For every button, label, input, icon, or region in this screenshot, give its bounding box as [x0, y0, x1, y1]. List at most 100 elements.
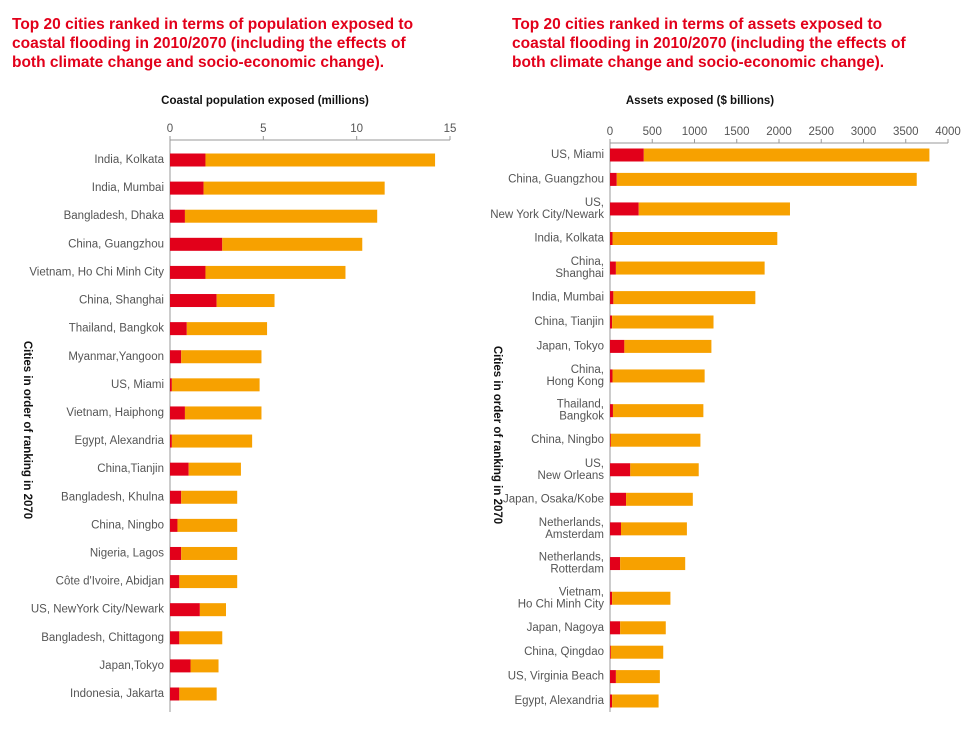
category-label: US, Miami	[551, 149, 604, 161]
bar-segment	[610, 148, 644, 162]
bar-segment	[610, 369, 613, 383]
category-label: New York City/Newark	[490, 209, 604, 221]
x-tick-label: 1000	[682, 126, 708, 138]
bar-segment	[186, 322, 268, 336]
bar-segment	[170, 350, 182, 364]
category-label: China,Tianjin	[97, 463, 164, 475]
bar-segment	[626, 492, 693, 506]
bar-segment	[610, 404, 613, 418]
category-label: Shanghai	[555, 268, 604, 280]
bar-segment	[612, 369, 705, 383]
bar-segment	[188, 462, 241, 476]
bar-segment	[179, 575, 238, 589]
bar-segment	[610, 670, 616, 684]
bar-segment	[170, 237, 223, 251]
x-tick-label: 3500	[893, 126, 919, 138]
chart-title: Top 20 cities ranked in terms of assets …	[512, 16, 882, 33]
y-axis-title: Cities in order of ranking in 2070	[491, 346, 503, 524]
category-label: China,	[571, 364, 604, 376]
category-label: US,	[585, 458, 604, 470]
bar-segment	[170, 322, 187, 336]
bar-segment	[612, 694, 659, 708]
category-label: Netherlands,	[539, 552, 604, 564]
bar-segment	[170, 434, 172, 448]
chart: Top 20 cities ranked in terms of assets …	[490, 16, 961, 712]
bar-segment	[616, 172, 917, 186]
category-label: Bangladesh, Dhaka	[64, 210, 165, 222]
category-label: Japan, Osaka/Kobe	[503, 493, 604, 505]
bar-segment	[610, 339, 625, 353]
category-label: US, Miami	[111, 379, 164, 391]
category-label: Rotterdam	[550, 564, 604, 576]
bar-segment	[171, 378, 260, 392]
bar-segment	[612, 404, 704, 418]
x-tick-label: 2000	[766, 126, 792, 138]
bar-segment	[612, 315, 714, 329]
x-axis-title: Coastal population exposed (millions)	[161, 95, 369, 107]
bar-segment	[170, 209, 185, 223]
x-tick-label: 2500	[808, 126, 834, 138]
x-tick-label: 3000	[851, 126, 877, 138]
bar-segment	[216, 294, 275, 308]
bar-segment	[610, 463, 631, 477]
bar-segment	[199, 603, 226, 617]
category-label: Indonesia, Jakarta	[70, 688, 165, 700]
bar-segment	[638, 202, 790, 216]
bar-segment	[177, 518, 238, 532]
bar-segment	[610, 261, 616, 275]
bar-segment	[615, 670, 660, 684]
bar-segment	[610, 694, 613, 708]
bar-segment	[620, 621, 666, 635]
category-label: Vietnam, Ho Chi Minh City	[29, 266, 164, 278]
category-label: US,	[585, 197, 604, 209]
category-label: China, Tianjin	[534, 316, 604, 328]
chart-title: both climate change and socio-economic c…	[512, 54, 884, 71]
bar-segment	[170, 294, 217, 308]
bar-segment	[184, 209, 378, 223]
bar-segment	[190, 659, 219, 673]
bar-segment	[610, 645, 611, 659]
chart: Top 20 cities ranked in terms of populat…	[12, 16, 456, 712]
category-label: New Orleans	[538, 470, 605, 482]
bar-segment	[179, 631, 223, 645]
x-tick-label: 0	[167, 123, 173, 135]
bar-segment	[205, 153, 436, 167]
category-label: Myanmar,Yangoon	[68, 351, 164, 363]
bar-segment	[612, 231, 778, 245]
x-tick-label: 5	[260, 123, 266, 135]
category-label: Bangladesh, Khulna	[61, 491, 165, 503]
bar-segment	[610, 433, 701, 447]
bar-segment	[630, 463, 699, 477]
bar-segment	[171, 434, 253, 448]
category-label: Japan,Tokyo	[99, 660, 164, 672]
category-label: India, Mumbai	[532, 292, 604, 304]
category-label: Vietnam, Haiphong	[66, 407, 164, 419]
bar-segment	[170, 631, 180, 645]
bar-segment	[610, 492, 627, 506]
category-label: Japan, Nagoya	[527, 622, 605, 634]
bar-segment	[222, 237, 363, 251]
x-tick-label: 4000	[935, 126, 961, 138]
category-label: US, NewYork City/Newark	[31, 604, 164, 616]
bar-segment	[170, 546, 182, 560]
category-label: Netherlands,	[539, 517, 604, 529]
bar-segment	[610, 172, 617, 186]
y-axis-title: Cities in order of ranking in 2070	[21, 341, 33, 519]
category-label: Amsterdam	[545, 529, 604, 541]
bar-segment	[610, 557, 621, 571]
category-label: Egypt, Alexandria	[74, 435, 164, 447]
bar-segment	[179, 687, 217, 701]
bar-segment	[620, 557, 686, 571]
bar-segment	[170, 462, 189, 476]
x-tick-label: 10	[350, 123, 363, 135]
category-label: Japan, Tokyo	[536, 340, 604, 352]
category-label: Vietnam,	[559, 586, 604, 598]
bar-segment	[170, 490, 182, 504]
category-label: Bangkok	[559, 411, 604, 423]
category-label: Egypt, Alexandria	[514, 695, 604, 707]
category-label: China, Guangzhou	[508, 173, 604, 185]
bar-segment	[170, 518, 178, 532]
category-label: China, Guangzhou	[68, 238, 164, 250]
bar-segment	[203, 181, 385, 195]
bar-segment	[624, 339, 712, 353]
